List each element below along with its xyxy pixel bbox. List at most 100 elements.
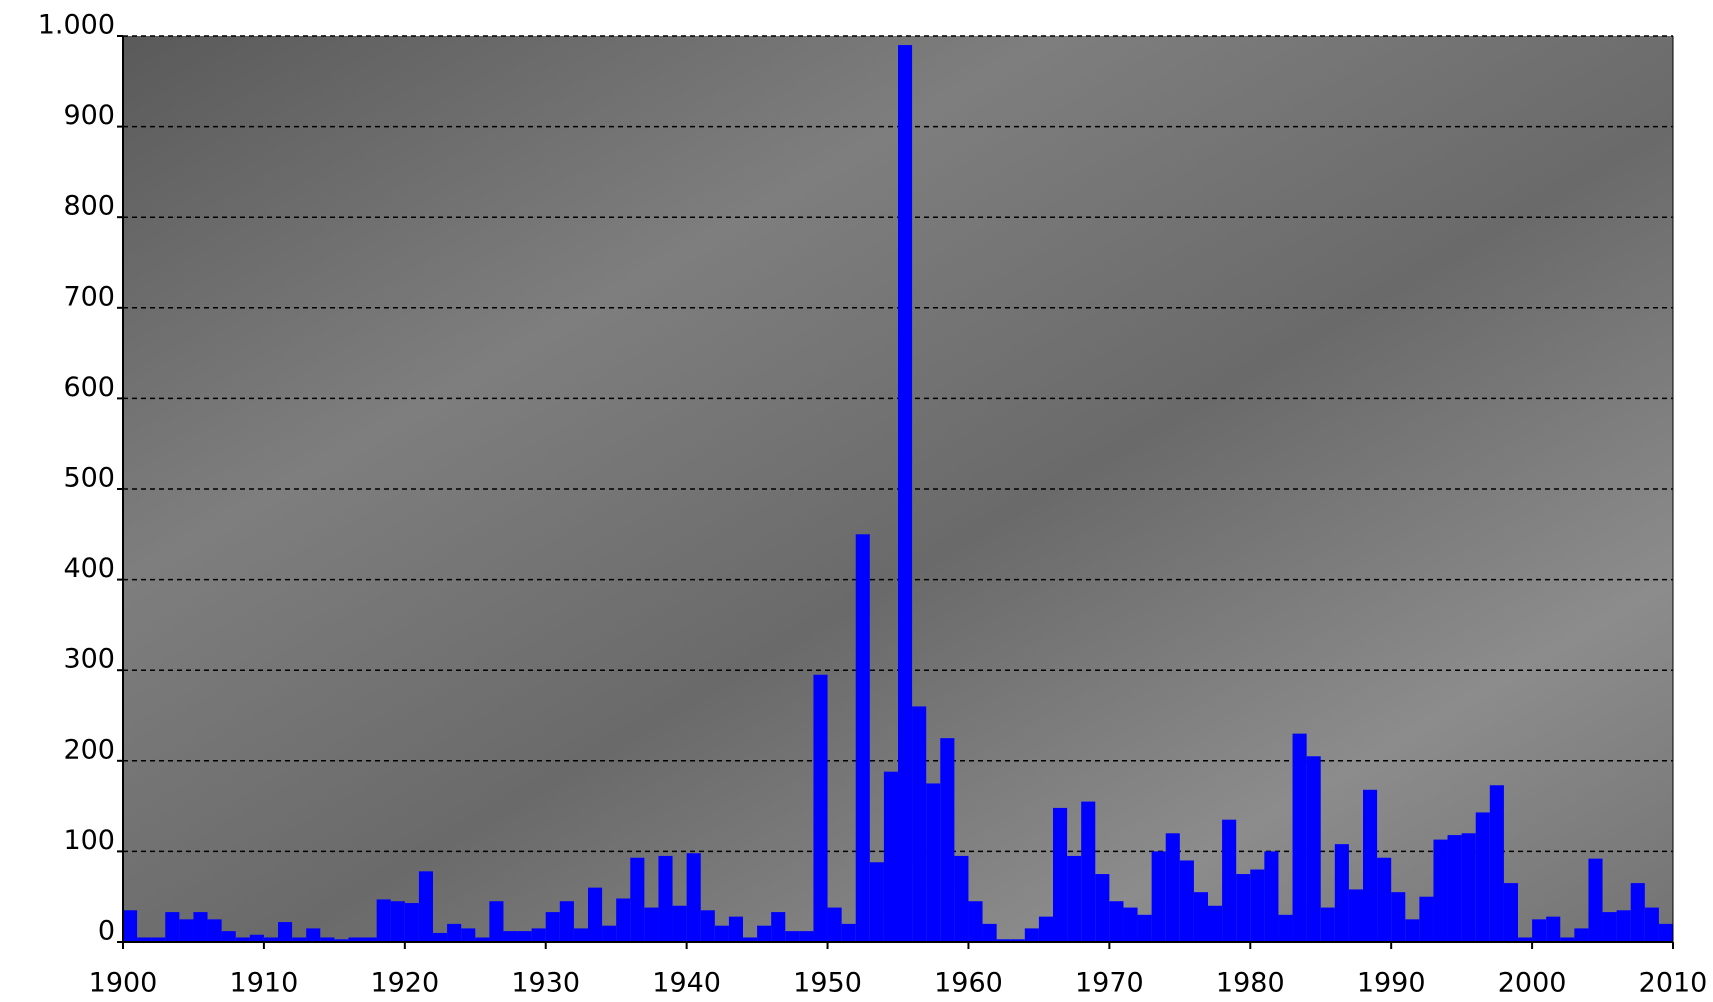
- bar: [1475, 812, 1490, 942]
- bar: [1447, 835, 1462, 942]
- bar: [292, 937, 307, 942]
- bar: [1123, 907, 1138, 942]
- bar: [573, 928, 588, 942]
- bar: [644, 907, 659, 942]
- bar: [771, 912, 786, 942]
- x-tick-label: 1990: [1357, 968, 1426, 999]
- y-tick-label: 900: [63, 100, 115, 131]
- bar: [1250, 869, 1265, 942]
- x-tick-label: 1910: [230, 968, 299, 999]
- bar: [1363, 789, 1378, 942]
- y-tick-label: 700: [63, 281, 115, 312]
- x-tick-label: 1930: [511, 968, 580, 999]
- bar: [418, 871, 433, 942]
- y-tick-label: 0: [98, 916, 115, 947]
- bar: [813, 674, 828, 942]
- bar: [1334, 844, 1349, 942]
- bar: [1391, 892, 1406, 942]
- bar: [982, 923, 997, 942]
- bar: [320, 937, 335, 942]
- bar: [362, 937, 377, 942]
- y-tick-label: 400: [63, 553, 115, 584]
- bar: [686, 853, 701, 942]
- bar: [376, 899, 391, 942]
- bar: [1532, 919, 1547, 942]
- bar: [658, 855, 673, 942]
- x-tick-label: 1960: [934, 968, 1003, 999]
- bar: [1644, 907, 1659, 942]
- bar: [1222, 819, 1237, 942]
- bar: [630, 857, 645, 942]
- bar: [1630, 883, 1645, 942]
- bar: [235, 937, 250, 942]
- bar: [1109, 901, 1124, 942]
- bar: [1616, 910, 1631, 942]
- bar: [912, 706, 927, 942]
- bar: [559, 901, 574, 942]
- bar: [1151, 851, 1166, 942]
- bar: [503, 931, 518, 942]
- bar: [1320, 907, 1335, 942]
- bar: [390, 901, 405, 942]
- bar: [207, 919, 222, 942]
- bar: [799, 931, 814, 942]
- bar: [714, 925, 729, 942]
- bar: [489, 901, 504, 942]
- bar: [1405, 919, 1420, 942]
- bar: [602, 925, 617, 942]
- bar: [151, 937, 166, 942]
- bar: [334, 939, 349, 942]
- bar: [996, 939, 1011, 942]
- bar: [968, 901, 983, 942]
- x-tick-label: 1920: [370, 968, 439, 999]
- bar: [883, 771, 898, 942]
- bar: [743, 937, 758, 942]
- bar: [1518, 937, 1533, 942]
- bar: [1489, 785, 1504, 942]
- bar: [1503, 883, 1518, 942]
- bar: [1193, 892, 1208, 942]
- bar: [1053, 807, 1068, 942]
- x-tick-label: 1940: [652, 968, 721, 999]
- bar: [461, 928, 476, 942]
- bar: [1602, 912, 1617, 942]
- bar: [1292, 733, 1307, 942]
- x-tick-label: 2000: [1498, 968, 1567, 999]
- bar: [1038, 916, 1053, 942]
- bar: [869, 862, 884, 942]
- x-tick-label: 2010: [1639, 968, 1708, 999]
- bar: [1658, 923, 1673, 942]
- bar: [926, 783, 941, 942]
- bar: [1419, 896, 1434, 942]
- bar: [1264, 851, 1279, 942]
- bar: [1461, 833, 1476, 942]
- bar: [1236, 874, 1251, 942]
- y-tick-label: 800: [63, 191, 115, 222]
- bar: [447, 923, 462, 942]
- x-tick-label: 1980: [1216, 968, 1285, 999]
- bar: [433, 932, 448, 942]
- bar: [1137, 914, 1152, 942]
- x-tick-label: 1950: [793, 968, 862, 999]
- bar: [545, 912, 560, 942]
- bar: [1278, 914, 1293, 942]
- bar: [531, 928, 546, 942]
- y-tick-label: 1.000: [38, 10, 115, 41]
- bar: [1179, 860, 1194, 942]
- bar: [193, 912, 208, 942]
- bar: [221, 931, 236, 942]
- bar: [1081, 801, 1096, 942]
- bar: [1348, 889, 1363, 942]
- bar: [954, 855, 969, 942]
- x-tick-label: 1970: [1075, 968, 1144, 999]
- bar: [672, 905, 687, 942]
- bar: [1306, 756, 1321, 942]
- bar: [348, 937, 363, 942]
- bar: [757, 925, 772, 942]
- bar: [1095, 874, 1110, 942]
- bar: [1560, 937, 1575, 942]
- bar: [404, 903, 419, 942]
- bar: [475, 937, 490, 942]
- bar: [940, 738, 955, 942]
